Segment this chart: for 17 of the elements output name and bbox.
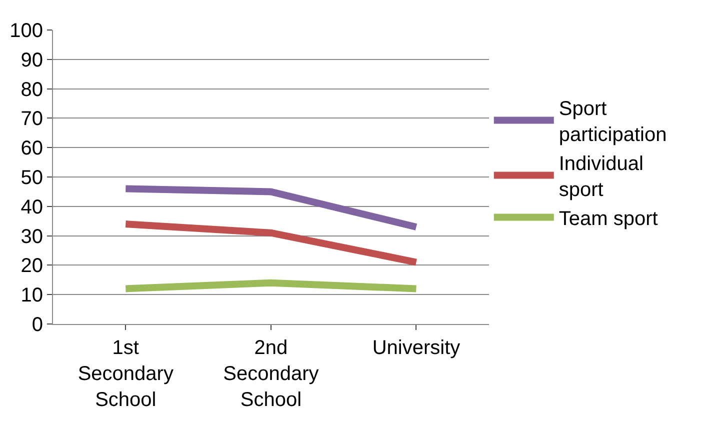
y-tick-label: 50 (20, 167, 43, 189)
legend-label: Sport participation (558, 98, 667, 146)
y-tick-label: 10 (20, 284, 43, 307)
y-tick-label: 20 (20, 255, 43, 278)
legend-label: Individual sport (558, 153, 644, 202)
y-tick-label: 60 (20, 138, 43, 160)
x-tick-label: 2nd Secondary School (223, 337, 319, 411)
x-tick-label: University (372, 337, 460, 359)
y-tick-label: 90 (20, 49, 43, 72)
y-tick-label: 100 (10, 20, 43, 42)
y-tick-label: 30 (20, 226, 43, 248)
y-tick-label: 0 (32, 314, 43, 336)
y-tick-label: 80 (20, 78, 43, 101)
x-tick-label: 1st Secondary School (78, 337, 174, 411)
y-tick-label: 40 (20, 196, 43, 218)
y-tick-label: 70 (20, 108, 43, 130)
legend-label: Team sport (558, 208, 658, 230)
